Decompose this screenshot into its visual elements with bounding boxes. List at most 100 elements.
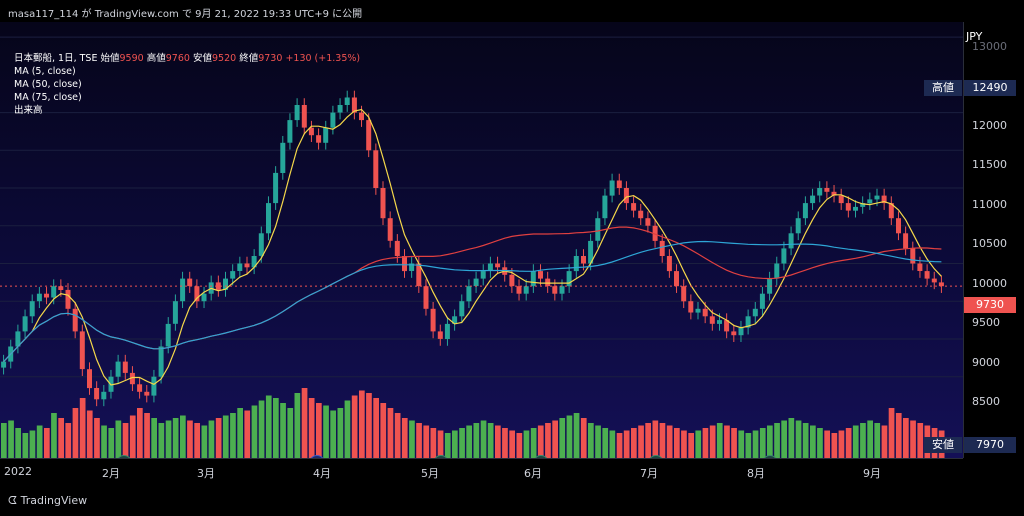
volume-bar	[817, 428, 823, 458]
candle-body	[817, 188, 823, 196]
price-tick: 10500	[972, 237, 1007, 250]
legend-ma50[interactable]: MA (50, close)	[14, 79, 82, 90]
chart-pane[interactable]: 日本郵船, 1日, TSE 始値9590 高値9760 安値9520 終値973…	[0, 22, 963, 458]
candle-body	[666, 256, 672, 272]
candle-body	[896, 218, 901, 234]
volume-bar	[716, 423, 723, 458]
candle-body	[344, 97, 350, 105]
candle-body	[158, 346, 164, 377]
candle-body	[938, 282, 944, 287]
price-tick: 11500	[972, 158, 1007, 171]
volume-bar	[502, 428, 508, 458]
candle-body	[631, 203, 637, 211]
candle-body	[573, 256, 579, 272]
candle-body	[659, 240, 665, 256]
legend-symbol[interactable]: 日本郵船, 1日, TSE	[14, 53, 98, 64]
volume-bar	[860, 423, 866, 458]
candle-body	[437, 331, 443, 339]
volume-bar	[595, 425, 601, 458]
legend-change: +130 (+1.35%)	[285, 53, 361, 64]
candle-body	[516, 286, 522, 294]
volume-bar	[838, 430, 845, 458]
volume-bar	[824, 430, 830, 458]
candle-body	[795, 218, 801, 234]
volume-bar	[51, 413, 57, 458]
volume-bar	[201, 425, 208, 458]
volume-bar	[222, 415, 229, 458]
price-tick: 8500	[972, 395, 1000, 408]
candle-body	[581, 256, 586, 264]
volume-bar	[895, 413, 902, 458]
candle-body	[702, 308, 708, 317]
volume-bar	[359, 390, 365, 458]
candle-body	[29, 301, 35, 317]
candle-body	[695, 308, 701, 313]
candle-body	[623, 188, 629, 204]
candle-body	[545, 278, 551, 287]
volume-bar	[165, 420, 172, 458]
candle-body	[466, 286, 472, 302]
currency-label[interactable]: JPY	[966, 30, 983, 43]
candle-body	[745, 316, 751, 328]
volume-bar	[444, 433, 451, 458]
tradingview-logo[interactable]: ᗧ TradingView	[8, 494, 87, 508]
volume-bar	[79, 398, 86, 458]
candle-body	[731, 331, 737, 336]
legend-low-value: 9520	[211, 53, 237, 64]
candle-body	[867, 199, 873, 204]
volume-bar	[323, 405, 329, 458]
time-label: 2022	[4, 465, 32, 478]
candle-body	[266, 203, 271, 234]
volume-bar	[172, 418, 179, 458]
candle-body	[752, 308, 758, 317]
candle-body	[351, 97, 357, 113]
candle-body	[759, 293, 765, 309]
volume-bar	[459, 428, 465, 458]
volume-bar	[187, 420, 193, 458]
time-label: 9月	[863, 467, 881, 480]
volume-bar	[759, 428, 766, 458]
candle-body	[101, 391, 107, 400]
volume-bar	[15, 428, 21, 458]
candle-body	[323, 127, 329, 143]
high-tag-value: 12490	[964, 80, 1016, 96]
price-tick: 9000	[972, 356, 1000, 369]
logo-text: TradingView	[20, 494, 88, 507]
volume-bar	[674, 428, 680, 458]
candle-body	[416, 263, 422, 287]
volume-bar	[330, 410, 336, 458]
legend-open-label: 始値	[100, 53, 120, 64]
volume-bar	[466, 425, 472, 458]
volume-bar	[129, 415, 136, 458]
price-tick: 9500	[972, 316, 1000, 329]
candle-body	[881, 195, 887, 204]
volume-bar	[215, 418, 222, 458]
volume-bar	[781, 420, 787, 458]
candle-body	[330, 112, 336, 128]
candle-body	[931, 278, 937, 283]
candle-body	[853, 206, 858, 211]
candle-body	[187, 278, 193, 287]
volume-bar	[65, 423, 72, 458]
time-axis[interactable]: 2022 2月 3月 4月 5月 6月 7月 8月 9月	[0, 458, 963, 485]
volume-bar	[344, 400, 351, 458]
volume-bar	[158, 423, 165, 458]
candle-body	[717, 320, 722, 324]
legend-ma5[interactable]: MA (5, close)	[14, 66, 76, 77]
candle-body	[874, 195, 880, 200]
chart-canvas[interactable]	[0, 22, 963, 458]
candle-body	[251, 256, 257, 268]
legend-volume[interactable]: 出来高	[14, 105, 43, 116]
volume-bar	[86, 410, 93, 458]
volume-bar	[1, 423, 7, 458]
volume-bar	[874, 423, 881, 458]
candle-body	[738, 327, 744, 336]
volume-bar	[8, 420, 14, 458]
candle-body	[36, 293, 42, 302]
candle-body	[860, 203, 866, 207]
volume-bar	[910, 420, 916, 458]
time-label: 4月	[313, 467, 331, 480]
volume-bar	[308, 398, 315, 458]
legend-ma75[interactable]: MA (75, close)	[14, 92, 82, 103]
volume-bar	[645, 423, 651, 458]
